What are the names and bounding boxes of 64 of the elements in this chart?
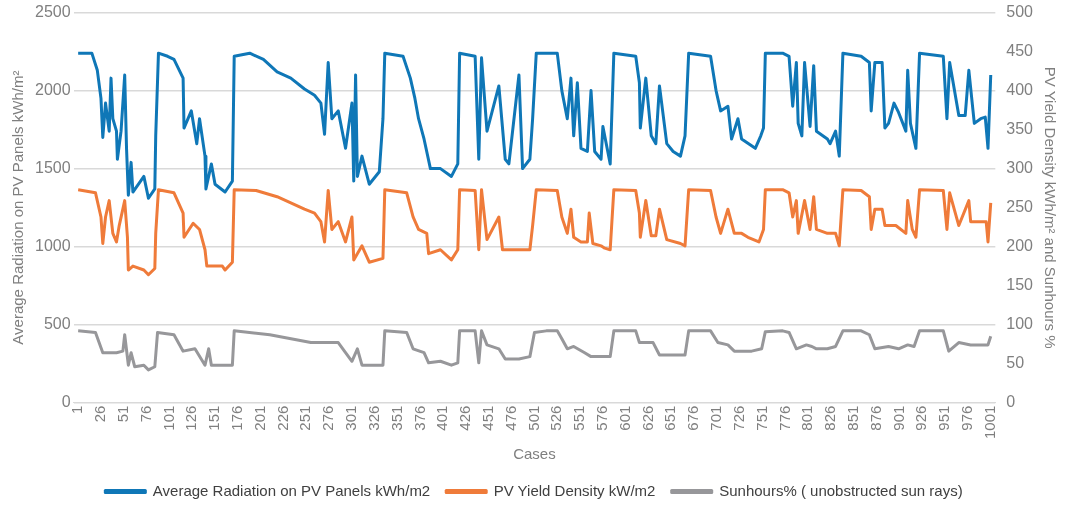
x-tick-label: 626 <box>638 405 656 431</box>
x-tick-label: 201 <box>250 405 268 431</box>
y2-tick-label: 350 <box>1006 120 1034 138</box>
x-tick-label: 551 <box>570 405 588 431</box>
x-tick-label: 26 <box>91 405 109 423</box>
x-tick-label: 376 <box>410 405 428 431</box>
y2-tick-label: 300 <box>1006 159 1034 177</box>
y2-axis-title: PV Yield Density kWh/m² and Sunhours % <box>1041 66 1059 349</box>
x-tick-label: 826 <box>821 405 839 431</box>
x-tick-label: 701 <box>707 405 725 431</box>
x-tick-label: 1 <box>68 405 86 414</box>
legend-label: Average Radiation on PV Panels kWh/m2 <box>152 481 431 499</box>
x-tick-label: 226 <box>273 405 291 431</box>
y-tick-label: 2500 <box>35 3 71 21</box>
x-tick-label: 401 <box>433 405 451 431</box>
x-tick-label: 451 <box>478 405 496 431</box>
legend-label: Sunhours% ( unobstructed sun rays) <box>719 481 963 499</box>
y-tick-label: 1500 <box>35 159 71 177</box>
x-tick-label: 851 <box>843 405 861 431</box>
x-tick-label: 526 <box>547 405 565 431</box>
x-tick-label: 676 <box>684 405 702 431</box>
legend-label: PV Yield Density kW/m2 <box>493 481 656 499</box>
y2-tick-label: 400 <box>1006 81 1034 99</box>
y2-tick-label: 500 <box>1006 3 1034 21</box>
x-tick-label: 951 <box>935 405 953 431</box>
x-tick-label: 276 <box>319 405 337 431</box>
y2-tick-label: 200 <box>1006 237 1034 255</box>
x-tick-label: 301 <box>342 405 360 431</box>
x-tick-label: 501 <box>524 405 542 431</box>
x-tick-label: 726 <box>729 405 747 431</box>
x-tick-label: 151 <box>205 405 223 431</box>
x-tick-label: 651 <box>661 405 679 431</box>
y-tick-label: 0 <box>61 393 71 411</box>
y2-tick-label: 450 <box>1006 42 1034 60</box>
x-tick-label: 801 <box>798 405 816 431</box>
y-tick-label: 2000 <box>35 81 71 99</box>
x-tick-label: 601 <box>615 405 633 431</box>
x-tick-label: 1001 <box>980 405 998 440</box>
x-tick-label: 251 <box>296 405 314 431</box>
y-tick-label: 500 <box>43 315 71 333</box>
x-tick-label: 926 <box>912 405 930 431</box>
x-tick-label: 351 <box>387 405 405 431</box>
x-tick-label: 751 <box>752 405 770 431</box>
x-tick-label: 76 <box>136 405 154 423</box>
y2-tick-label: 0 <box>1006 393 1016 411</box>
x-axis-title: Cases <box>513 445 556 463</box>
x-tick-label: 126 <box>182 405 200 431</box>
x-tick-label: 101 <box>159 405 177 431</box>
y2-tick-label: 150 <box>1006 276 1034 294</box>
x-tick-label: 51 <box>113 405 131 423</box>
x-tick-label: 326 <box>364 405 382 431</box>
y2-tick-label: 100 <box>1006 315 1034 333</box>
x-tick-label: 976 <box>958 405 976 431</box>
y-axis-title: Average Radiation on PV Panels kWh/m² <box>9 70 27 345</box>
y-tick-label: 1000 <box>35 237 71 255</box>
y2-tick-label: 250 <box>1006 198 1034 216</box>
x-tick-label: 876 <box>866 405 884 431</box>
y2-tick-label: 50 <box>1006 354 1025 372</box>
x-tick-label: 426 <box>456 405 474 431</box>
x-tick-label: 776 <box>775 405 793 431</box>
x-tick-label: 576 <box>593 405 611 431</box>
x-tick-label: 476 <box>501 405 519 431</box>
x-tick-label: 901 <box>889 405 907 431</box>
x-tick-label: 176 <box>228 405 245 431</box>
